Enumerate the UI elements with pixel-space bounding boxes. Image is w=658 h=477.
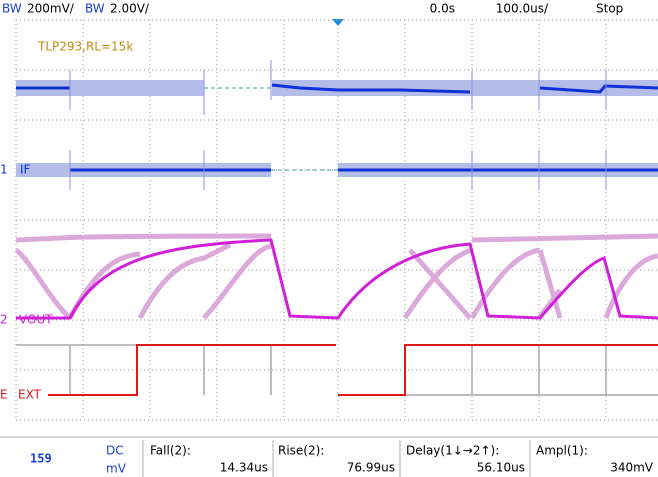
measurement-name: Rise(2): — [278, 444, 324, 458]
ch1-scale: 200mV/ — [27, 2, 75, 16]
readout-coupling: DC — [106, 444, 124, 458]
run-state: Stop — [596, 2, 623, 16]
bw-indicator: BW — [85, 2, 105, 16]
readout-value: 159 — [30, 452, 52, 466]
measurement-name: Ampl(1): — [536, 444, 588, 458]
readout-unit: mV — [106, 462, 127, 476]
measurement-value: 76.99us — [347, 461, 395, 475]
ch2-trace-vout — [16, 236, 658, 318]
ch2-scale: 2.00V/ — [110, 2, 150, 16]
time-scale: 100.0us/ — [496, 2, 549, 16]
bw-indicator: BW — [2, 2, 22, 16]
measurement-value: 56.10us — [477, 461, 525, 475]
trigger-time: 0.0s — [430, 2, 455, 16]
channel-number: 1 — [0, 163, 8, 177]
ch1-trace-upper — [16, 60, 658, 115]
channel-label: VOUT — [19, 313, 53, 327]
ch1-trace-if — [16, 150, 658, 190]
measurement-value: 340mV — [610, 461, 654, 475]
measurement-name: Fall(2): — [150, 444, 191, 458]
channel-label: IF — [20, 163, 31, 177]
oscilloscope-screen: BW 200mV/ BW 2.00V/ 0.0s 100.0us/ Stop T… — [0, 0, 658, 477]
annotation: TLP293,RL=15k — [37, 40, 133, 54]
measurement-value: 14.34us — [220, 461, 268, 475]
channel-number: 2 — [0, 313, 8, 327]
channel-label: EXT — [18, 388, 42, 402]
measurement-name: Delay(1↓→2↑): — [406, 444, 499, 458]
channel-number: E — [0, 388, 8, 402]
